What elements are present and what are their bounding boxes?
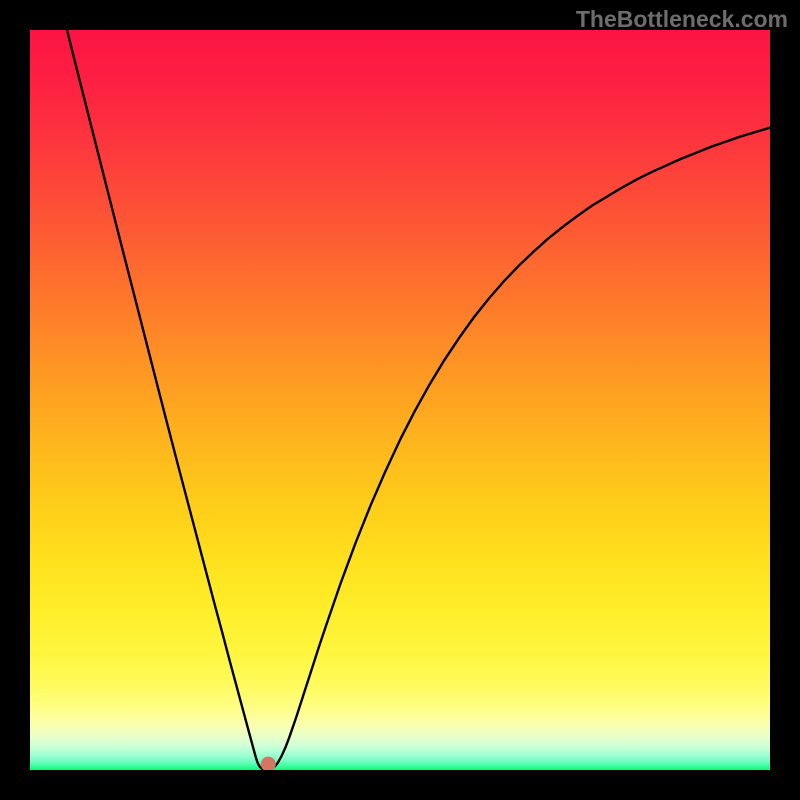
plot-area [30, 30, 770, 770]
plot-svg [30, 30, 770, 770]
plot-background [30, 30, 770, 770]
watermark-text: TheBottleneck.com [576, 6, 788, 33]
